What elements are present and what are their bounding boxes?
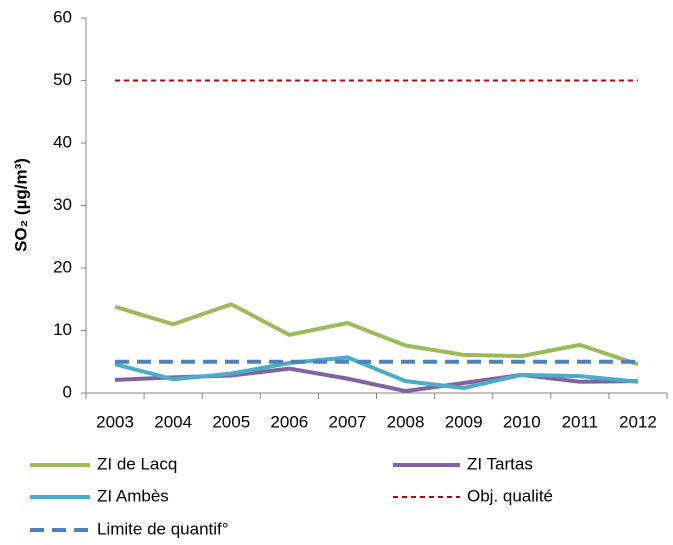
y-tick-label: 0 [63, 382, 72, 401]
y-tick-label: 30 [53, 195, 72, 214]
x-tick-label: 2007 [329, 412, 367, 431]
legend-label: Obj. qualité [467, 486, 553, 505]
legend-label: ZI Ambès [97, 486, 169, 505]
x-tick-label: 2009 [445, 412, 483, 431]
x-tick-label: 2012 [619, 412, 657, 431]
x-tick-label: 2003 [96, 412, 134, 431]
series-line [114, 355, 639, 390]
x-tick-label: 2008 [387, 412, 425, 431]
legend-label: Limite de quantif° [97, 519, 229, 538]
x-tick-label: 2006 [270, 412, 308, 431]
x-tick-label: 2005 [212, 412, 250, 431]
y-tick-label: 10 [53, 320, 72, 339]
series-line [114, 366, 638, 394]
y-tick-label: 50 [53, 70, 72, 89]
x-tick-label: 2004 [154, 412, 192, 431]
y-tick-label: 60 [53, 7, 72, 26]
y-tick-label: 40 [53, 132, 72, 151]
y-axis-label: SO₂ (µg/m³) [11, 158, 30, 252]
y-tick-label: 20 [53, 257, 72, 276]
legend-label: ZI de Lacq [97, 454, 177, 473]
x-tick-label: 2011 [562, 412, 599, 431]
series-line [114, 302, 639, 367]
legend-label: ZI Tartas [467, 454, 533, 473]
x-tick-label: 2010 [503, 412, 541, 431]
